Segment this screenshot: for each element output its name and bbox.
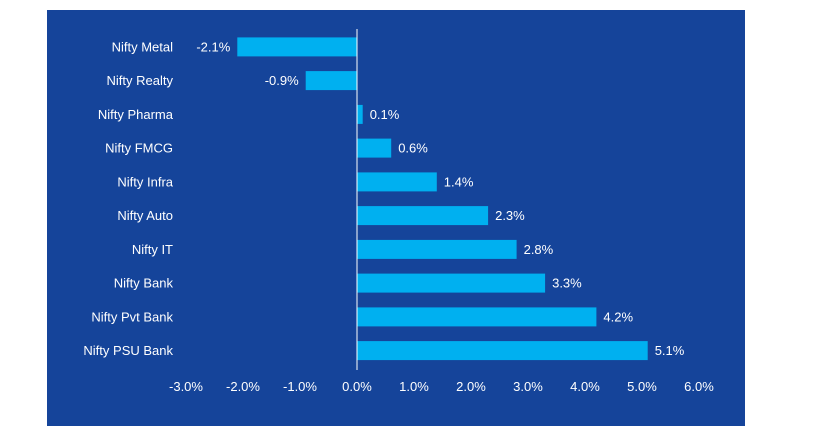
bar [357,273,546,293]
value-label: 5.1% [655,343,685,358]
chart-panel: Nifty Metal -2.1% Nifty Realty -0.9% Nifty P… [47,10,745,426]
bar [357,239,517,259]
x-tick-label: -2.0% [226,379,260,394]
x-tick-label: 4.0% [570,379,600,394]
category-label: Nifty Pharma [98,107,174,122]
category-label: Nifty Infra [117,174,173,189]
category-label: Nifty PSU Bank [83,343,173,358]
bar [357,104,363,124]
bar [357,172,437,192]
x-tick-label: 3.0% [513,379,543,394]
x-tick-label: -1.0% [283,379,317,394]
x-tick-label: 6.0% [684,379,714,394]
x-tick-label: 5.0% [627,379,657,394]
bar [357,206,489,226]
category-label: Nifty Realty [107,73,174,88]
x-tick-label: -3.0% [169,379,203,394]
x-tick-label: 1.0% [399,379,429,394]
value-label: 2.8% [524,242,554,257]
bar [305,71,357,91]
x-tick-label: 0.0% [342,379,372,394]
category-label: Nifty Bank [114,276,174,291]
bar [357,138,392,158]
value-label: 3.3% [552,276,582,291]
value-label: 0.1% [370,107,400,122]
category-label: Nifty Metal [112,39,174,54]
category-label: Nifty FMCG [105,141,173,156]
value-label: 1.4% [444,174,474,189]
bar [357,307,597,327]
value-label: -0.9% [265,73,299,88]
bar-chart: Nifty Metal -2.1% Nifty Realty -0.9% Nifty P… [83,29,714,394]
category-label: Nifty IT [132,242,173,257]
value-label: -2.1% [196,39,230,54]
category-label: Nifty Pvt Bank [91,309,173,324]
value-label: 4.2% [603,309,633,324]
bar [357,341,648,361]
bar [237,37,357,57]
value-label: 0.6% [398,141,428,156]
value-label: 2.3% [495,208,525,223]
x-tick-label: 2.0% [456,379,486,394]
category-label: Nifty Auto [117,208,173,223]
